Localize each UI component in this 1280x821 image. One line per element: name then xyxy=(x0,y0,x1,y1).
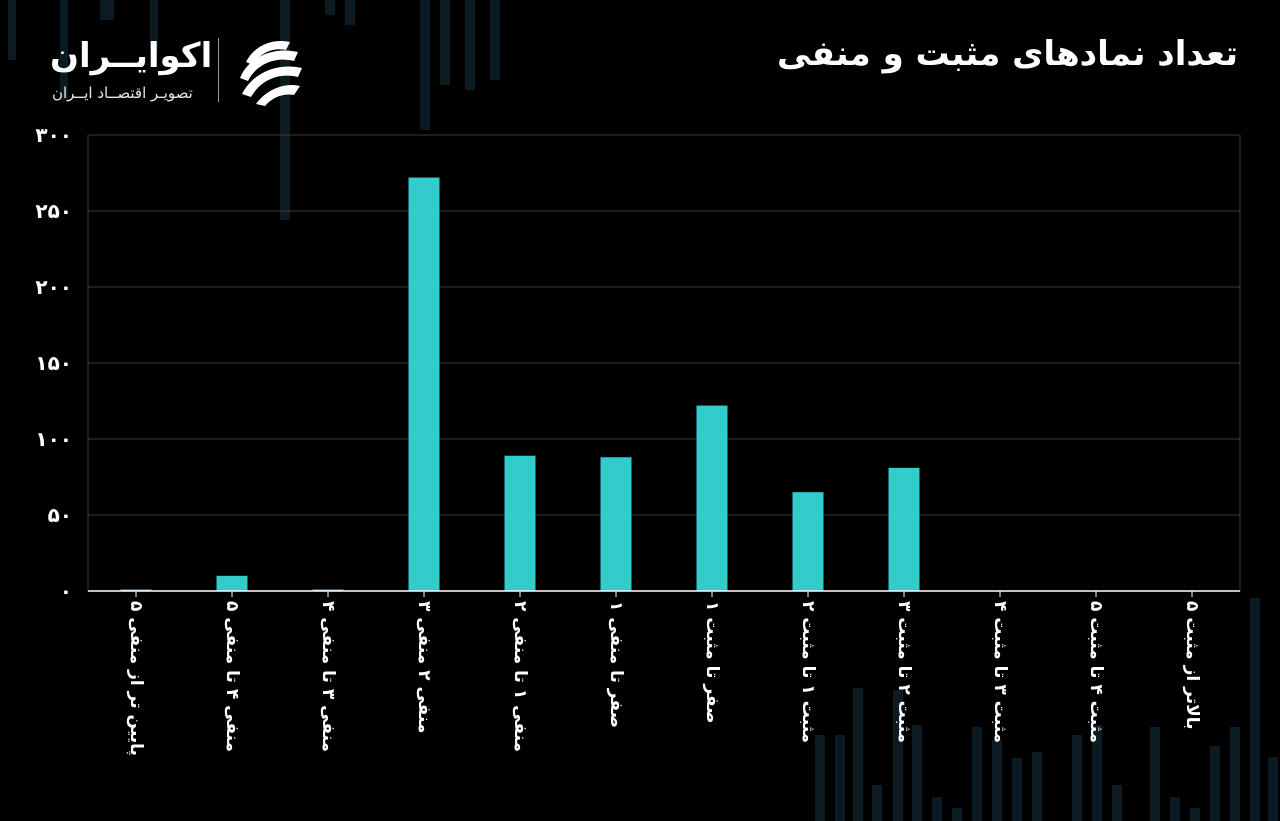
y-tick-label: ۱۵۰ xyxy=(35,351,72,375)
y-tick-label: ۳۰۰ xyxy=(35,123,72,147)
x-tick-label: منفی ۲ منفی ۳ xyxy=(414,601,434,733)
x-tick-label: منفی ۳ تا منفی ۴ xyxy=(318,601,338,752)
bar xyxy=(793,492,824,591)
x-tick-label: پایین تر از منفی ۵ xyxy=(126,601,146,756)
y-tick-label: ۱۰۰ xyxy=(35,427,72,451)
bar xyxy=(217,576,248,591)
x-tick-label: صفر تا مثبت ۱ xyxy=(702,601,722,724)
x-tick-label: مثبت ۳ تا مثبت ۴ xyxy=(990,601,1010,743)
x-tick-label: مثبت ۴ تا مثبت ۵ xyxy=(1086,601,1106,743)
y-tick-label: ۰ xyxy=(60,579,72,603)
bar xyxy=(505,456,536,591)
x-tick-label: منفی ۴ تا منفی ۵ xyxy=(222,601,242,752)
x-tick-label: منفی ۱ تا منفی ۲ xyxy=(510,601,530,752)
x-tick-label: مثبت ۲ تا مثبت ۳ xyxy=(894,601,914,743)
y-tick-label: ۲۰۰ xyxy=(35,275,72,299)
x-tick-label: مثبت ۱ تا مثبت ۲ xyxy=(798,601,818,743)
bar xyxy=(697,406,728,591)
bar xyxy=(601,457,632,591)
bar xyxy=(409,178,440,591)
y-tick-label: ۲۵۰ xyxy=(35,199,72,223)
bar xyxy=(889,468,920,591)
x-tick-label: صفر تا منفی ۱ xyxy=(606,601,626,728)
y-tick-label: ۵۰ xyxy=(48,503,72,527)
x-tick-label: بالاتر از مثبت ۵ xyxy=(1182,601,1202,730)
